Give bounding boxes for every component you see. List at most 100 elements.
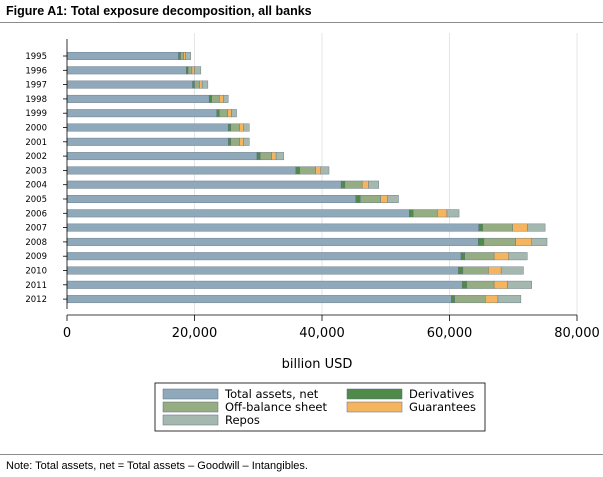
legend-swatch-0 — [162, 388, 219, 400]
bar-2001-s3 — [239, 137, 244, 146]
bar-2008-s0 — [66, 237, 479, 246]
bar-2004-s1 — [340, 180, 346, 189]
top-rule — [0, 22, 603, 23]
x-tick-label-1: 20,000 — [172, 326, 218, 341]
legend-label-4: Repos — [225, 413, 260, 427]
bar-1997-s4 — [201, 80, 209, 89]
bar-2000-s4 — [243, 123, 250, 132]
bar-2000-s0 — [66, 123, 229, 132]
bar-2006-s3 — [437, 209, 448, 218]
bar-2005-s2 — [360, 195, 381, 203]
bar-2012-s0 — [66, 295, 452, 304]
legend: Total assets, net Derivatives Off-balance … — [154, 382, 486, 432]
bar-1995-s1 — [178, 52, 181, 60]
y-tick-label-2011: 2011 — [25, 281, 47, 291]
bar-2008-s3 — [515, 237, 532, 246]
bar-2012-s3 — [485, 295, 499, 304]
x-tick-label-3: 60,000 — [427, 326, 473, 341]
y-tick-label-2010: 2010 — [25, 267, 47, 277]
y-tick-label-2003: 2003 — [25, 166, 47, 176]
bar-2005-s0 — [66, 195, 356, 203]
bar-2002-s0 — [66, 152, 258, 161]
bar-2001-s2 — [230, 137, 240, 146]
y-tick-label-2008: 2008 — [25, 238, 47, 248]
bar-2011-s2 — [466, 280, 495, 289]
y-tick-label-2009: 2009 — [25, 252, 47, 262]
bar-2005-s1 — [355, 195, 361, 203]
bar-1996-s2 — [187, 66, 193, 75]
bar-2006-s1 — [409, 209, 414, 218]
bar-2000-s3 — [239, 123, 244, 132]
bar-2008-s4 — [531, 237, 548, 246]
bar-2003-s2 — [299, 166, 316, 175]
legend-swatch-3 — [346, 401, 403, 413]
bar-1998-s0 — [66, 94, 210, 103]
bar-1998-s1 — [208, 94, 212, 103]
stacked-bar-chart: 1995 1996 1997 1998 1999 2000 2001 2002 2003 2004… — [0, 23, 603, 453]
bar-2010-s2 — [462, 266, 489, 275]
bar-2011-s4 — [507, 280, 532, 289]
bar-2005-s3 — [380, 195, 388, 203]
bar-2002-s1 — [256, 152, 261, 161]
bar-2011-s3 — [493, 280, 508, 289]
bar-1995-s4 — [185, 52, 191, 60]
x-tick-label-0: 0 — [63, 326, 71, 341]
bar-1999-s3 — [227, 109, 232, 118]
bar-2001-s1 — [228, 137, 232, 146]
y-tick-label-1996: 1996 — [25, 66, 47, 76]
bar-2006-s4 — [446, 209, 460, 218]
bar-2004-s3 — [361, 180, 369, 189]
y-tick-label-1999: 1999 — [25, 109, 47, 119]
bar-1997-s1 — [192, 80, 195, 89]
bar-1999-s2 — [219, 109, 228, 118]
bar-2004-s2 — [344, 180, 363, 189]
bar-2007-s1 — [478, 223, 483, 232]
y-tick-label-1998: 1998 — [25, 95, 47, 105]
bar-2011-s0 — [66, 280, 463, 289]
bar-2010-s3 — [488, 266, 502, 275]
bar-2012-s1 — [451, 295, 455, 304]
bar-2010-s4 — [500, 266, 524, 275]
bar-1998-s2 — [211, 94, 220, 103]
bar-2010-s0 — [66, 266, 459, 275]
legend-swatch-1 — [346, 388, 403, 400]
bar-1995-s3 — [183, 52, 186, 60]
bar-1997-s2 — [194, 80, 200, 89]
bar-1996-s1 — [186, 66, 189, 75]
bar-2012-s2 — [454, 295, 486, 304]
bar-1998-s4 — [222, 94, 229, 103]
bars — [66, 52, 548, 304]
bar-2001-s4 — [243, 137, 250, 146]
bar-1999-s1 — [216, 109, 220, 118]
bar-2005-s4 — [387, 195, 399, 203]
bar-1998-s3 — [219, 94, 224, 103]
bar-1996-s4 — [194, 66, 202, 75]
bar-1999-s0 — [66, 109, 218, 118]
bar-2002-s2 — [259, 152, 272, 161]
x-axis-label: billion USD — [282, 357, 353, 372]
legend-label-3: Guarantees — [409, 400, 476, 414]
y-tick-label-2007: 2007 — [25, 224, 47, 234]
bar-2003-s0 — [66, 166, 297, 175]
bar-2004-s4 — [368, 180, 379, 189]
figure-title: Figure A1: Total exposure decomposition,… — [6, 4, 312, 18]
legend-label-1: Derivatives — [409, 387, 474, 401]
bar-2004-s0 — [66, 180, 342, 189]
bar-2007-s0 — [66, 223, 480, 232]
bar-2009-s4 — [508, 252, 528, 261]
bar-2006-s0 — [66, 209, 410, 218]
bar-2003-s4 — [320, 166, 330, 175]
bar-2009-s1 — [460, 252, 466, 261]
bar-2003-s3 — [315, 166, 321, 175]
bar-1996-s3 — [191, 66, 195, 75]
legend-swatch-2 — [162, 401, 219, 413]
bar-1996-s0 — [66, 66, 187, 75]
bar-2009-s0 — [66, 252, 462, 261]
figure-note: Note: Total assets, net = Total assets –… — [6, 460, 308, 472]
bar-2001-s0 — [66, 137, 229, 146]
bar-2002-s4 — [275, 152, 284, 161]
y-tick-label-2001: 2001 — [25, 138, 47, 148]
bar-2011-s1 — [462, 280, 467, 289]
bar-2003-s1 — [295, 166, 300, 175]
y-tick-label-1995: 1995 — [25, 52, 47, 62]
